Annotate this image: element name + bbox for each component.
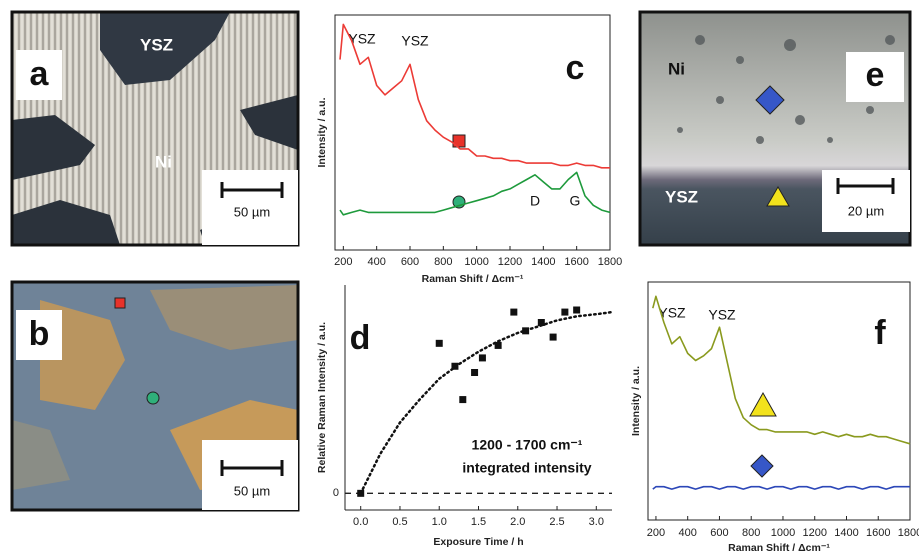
x-tick-label: 1800 [898, 527, 919, 539]
spectrum-line [653, 296, 910, 444]
x-tick-label: 1400 [834, 527, 858, 539]
panel-letter: b [29, 315, 50, 353]
x-tick-label: 800 [742, 527, 760, 539]
spectrum-line [340, 24, 610, 167]
data-point [495, 342, 502, 349]
scale-label: 50 µm [234, 204, 270, 219]
x-tick-label: 1200 [802, 527, 826, 539]
scale-label: 50 µm [234, 483, 270, 498]
x-tick-label: 1000 [771, 527, 795, 539]
data-point [538, 319, 545, 326]
panel-letter: d [350, 319, 371, 357]
data-point [479, 354, 486, 361]
panel-letter: a [30, 55, 50, 93]
x-tick-label: 1800 [598, 256, 622, 268]
y-axis-label: Intensity / a.u. [316, 97, 328, 167]
x-tick-label: 400 [367, 256, 385, 268]
x-tick-label: 1600 [866, 527, 890, 539]
x-axis-label: Raman Shift / Δcm⁻¹ [728, 542, 830, 552]
data-point [550, 334, 557, 341]
annotation: integrated intensity [462, 460, 591, 476]
x-tick-label: 200 [647, 527, 665, 539]
x-axis-label: Exposure Time / h [433, 536, 523, 548]
data-point [573, 307, 580, 314]
annotation: 1200 - 1700 cm⁻¹ [472, 437, 583, 453]
x-tick-label: 800 [434, 256, 452, 268]
x-tick-label: 2.0 [510, 516, 525, 528]
y-axis-label: Intensity / a.u. [630, 366, 642, 436]
y-axis-label: Relative Raman Intensity / a.u. [316, 322, 328, 473]
annotation: D [530, 193, 540, 209]
x-tick-label: 1400 [531, 256, 555, 268]
x-tick-label: 1000 [464, 256, 488, 268]
annotation: G [570, 193, 581, 209]
panel-letter: f [874, 314, 886, 352]
data-point [357, 490, 364, 497]
annotation: YSZ [401, 33, 429, 49]
annotation: YSZ [708, 307, 736, 323]
micrograph-b: b 50 µm [12, 282, 298, 510]
x-tick-label: 0.5 [392, 516, 407, 528]
x-tick-label: 400 [679, 527, 697, 539]
marker-icon [751, 455, 773, 477]
spectrum-line [653, 487, 910, 489]
x-tick-label: 200 [334, 256, 352, 268]
x-tick-label: 2.5 [549, 516, 564, 528]
region-label: YSZ [665, 187, 698, 206]
plot-frame [648, 282, 910, 520]
micrograph-a: a YSZ Ni 50 µm [12, 12, 298, 245]
y-tick-label: 0 [333, 487, 339, 499]
panel-letter: c [566, 49, 585, 87]
x-tick-label: 1600 [564, 256, 588, 268]
x-tick-label: 1.5 [471, 516, 486, 528]
data-point [459, 396, 466, 403]
x-tick-label: 1200 [498, 256, 522, 268]
data-point [436, 340, 443, 347]
figure: a YSZ Ni 50 µm b 50 µm [0, 0, 919, 552]
micrograph-e: e Ni YSZ 20 µm [640, 12, 910, 245]
data-point [522, 327, 529, 334]
x-tick-label: 600 [401, 256, 419, 268]
x-tick-label: 0.0 [353, 516, 368, 528]
x-tick-label: 3.0 [589, 516, 604, 528]
data-point [451, 363, 458, 370]
panel-letter: e [866, 56, 885, 94]
x-axis-label: Raman Shift / Δcm⁻¹ [422, 273, 524, 285]
scale-label: 20 µm [848, 203, 884, 218]
region-label: Ni [155, 152, 172, 171]
region-label: YSZ [140, 35, 173, 54]
x-tick-label: 1.0 [432, 516, 447, 528]
data-point [561, 309, 568, 316]
marker-icon [750, 393, 776, 416]
data-point [471, 369, 478, 376]
data-point [510, 309, 517, 316]
region-label: Ni [668, 59, 685, 78]
x-tick-label: 600 [710, 527, 728, 539]
